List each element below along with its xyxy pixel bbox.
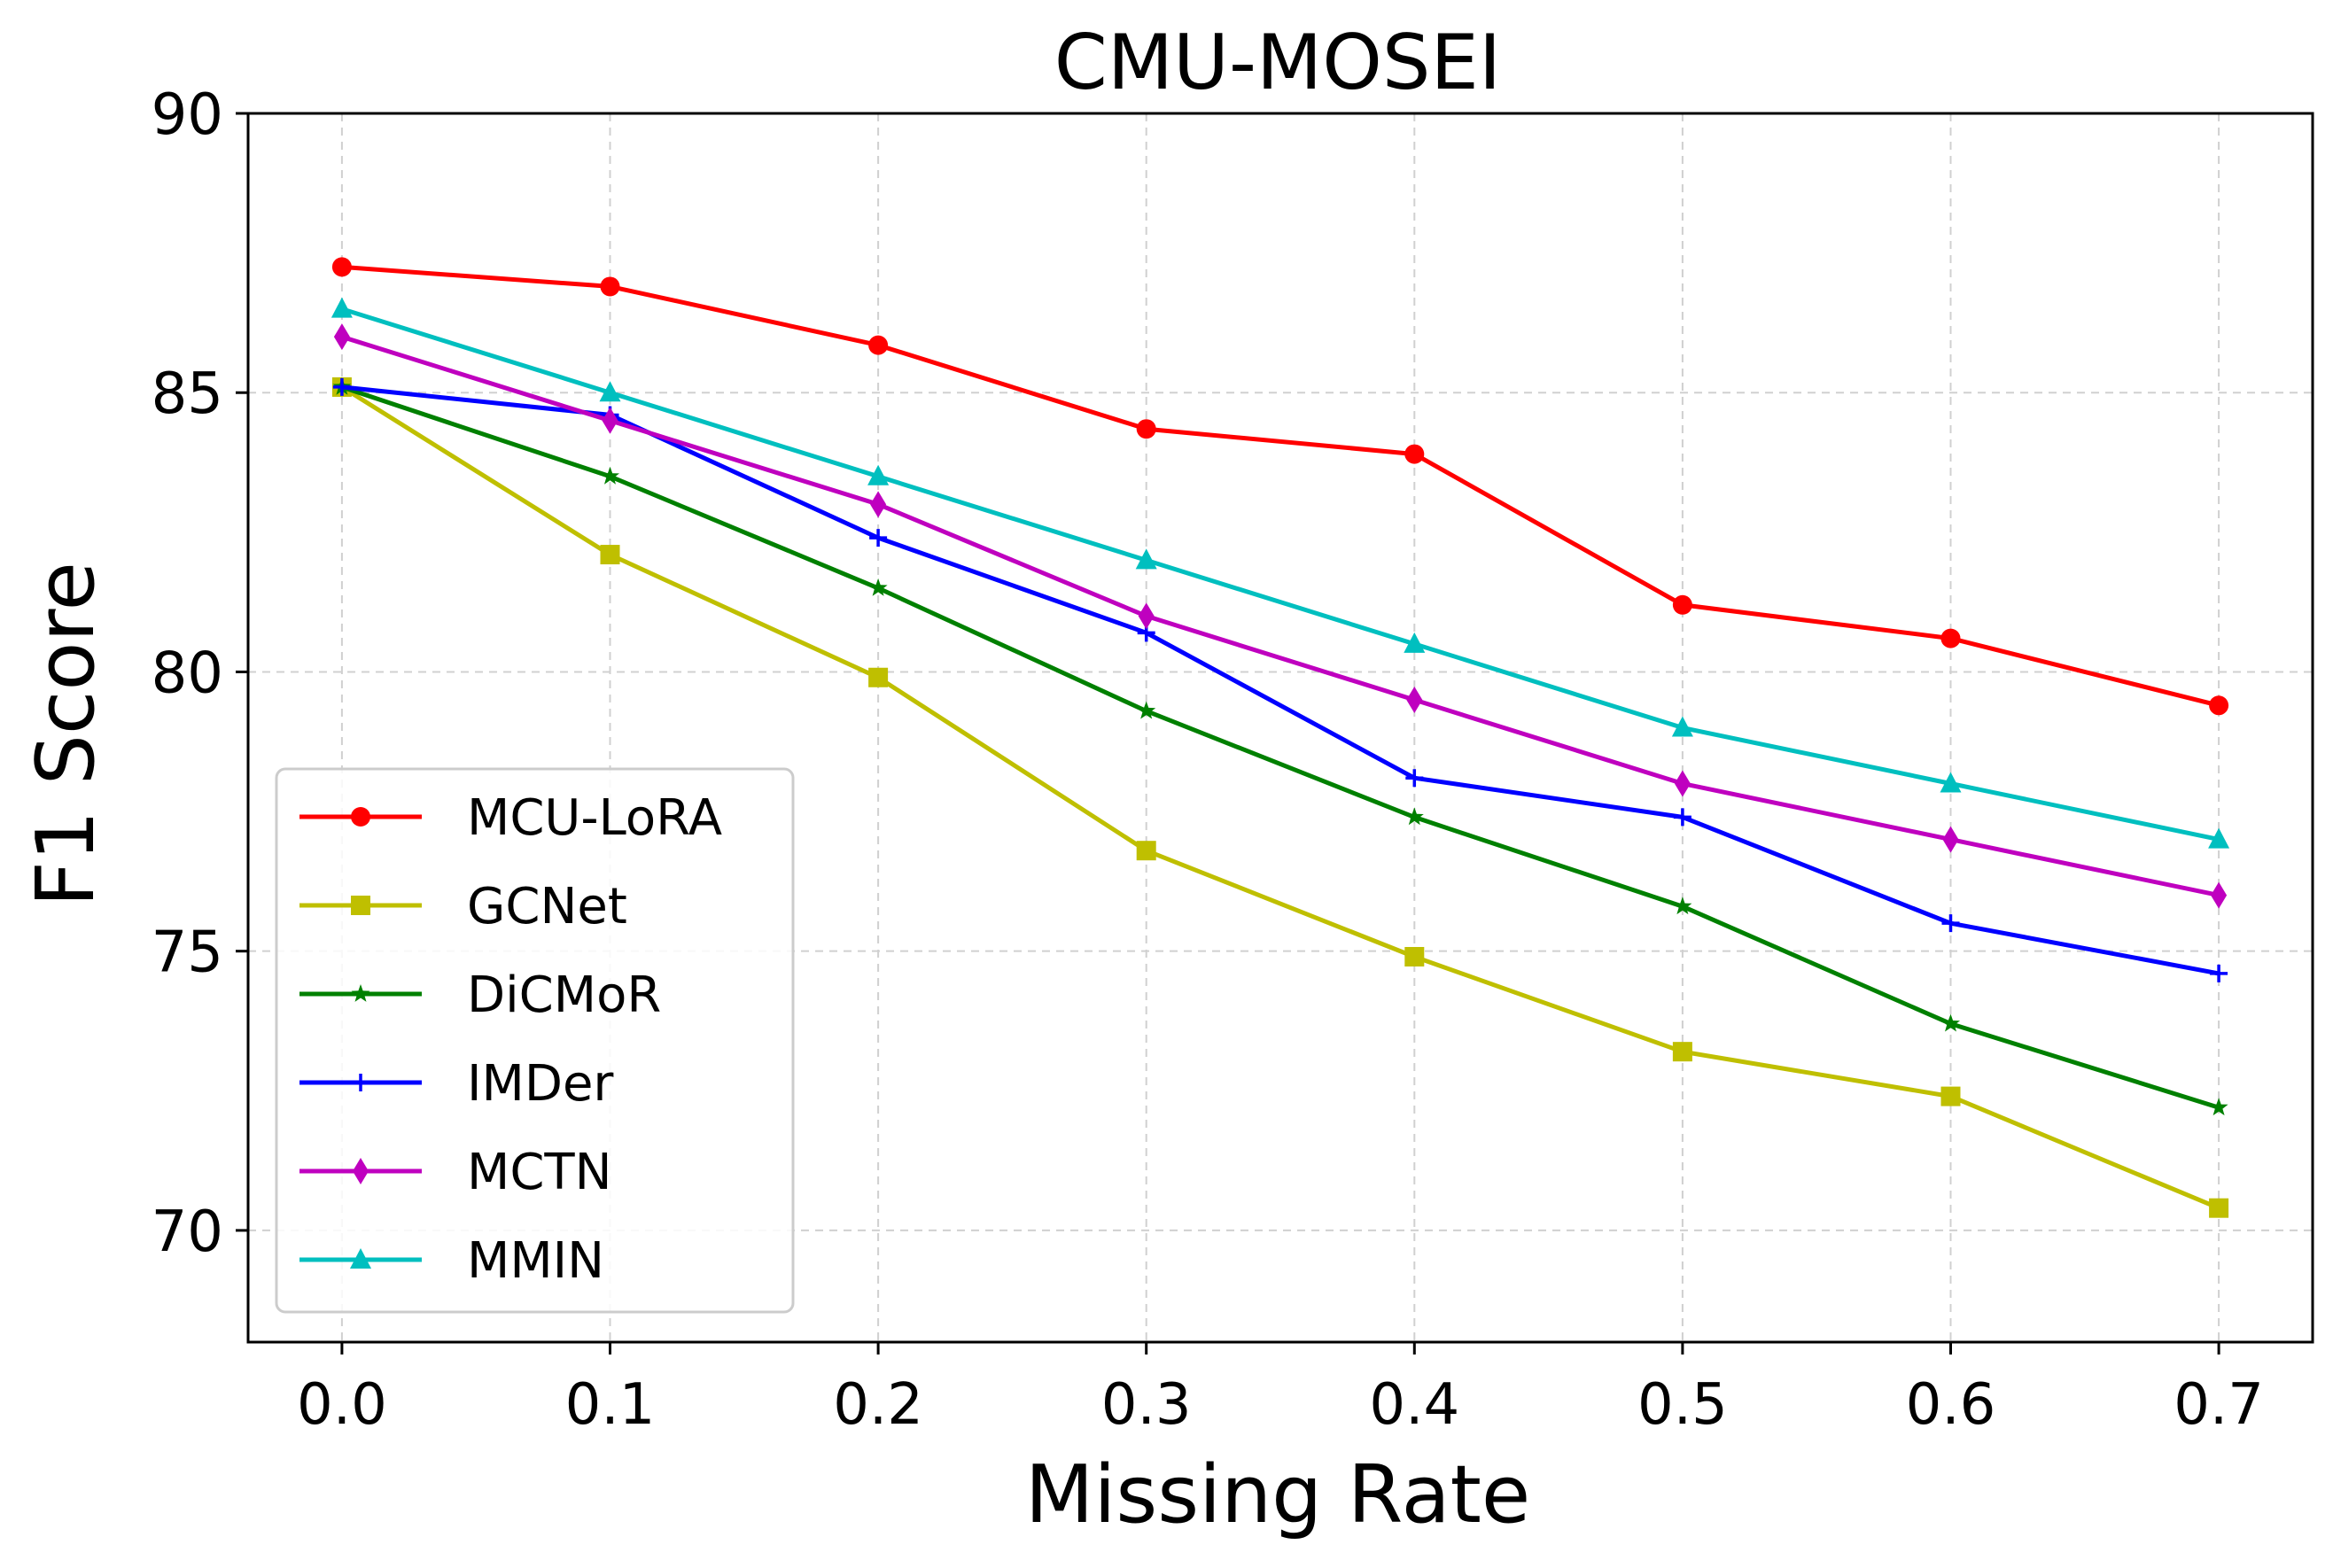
data-point-mctn: [870, 491, 887, 518]
data-point-gcnet: [1136, 841, 1156, 861]
data-point-mctn: [1942, 826, 1959, 853]
data-point-mcu-lora: [600, 276, 620, 297]
data-point-gcnet: [868, 667, 889, 687]
data-point-mmin: [331, 297, 353, 318]
legend-marker: [351, 984, 370, 1002]
data-point-mctn: [333, 323, 350, 351]
data-point-dicmor: [1137, 701, 1156, 719]
data-point-mcu-lora: [868, 335, 889, 355]
data-point-mmin: [1404, 632, 1426, 653]
data-point-mctn: [1138, 602, 1155, 630]
legend-item-mcu-lora: MCU-LoRA: [299, 789, 722, 847]
series-line-mcu-lora: [341, 264, 2220, 708]
data-point-imder: [1673, 808, 1691, 827]
data-point-mmin: [1940, 772, 1962, 793]
series-mmin: [331, 297, 2230, 849]
data-point-dicmor: [1673, 897, 1692, 915]
data-point-dicmor: [868, 578, 888, 596]
plot-area-frame: [246, 112, 2314, 1344]
legend-item-dicmor: DiCMoR: [299, 966, 661, 1024]
series-line-mmin: [341, 307, 2220, 842]
data-point-mmin: [1671, 716, 1693, 737]
series-line-dicmor: [341, 384, 2220, 1110]
x-tick-label: 0.4: [1369, 1372, 1459, 1438]
legend-marker: [351, 807, 370, 827]
data-point-gcnet: [1672, 1042, 1692, 1062]
y-tick-label: 85: [152, 361, 223, 427]
data-point-mcu-lora: [331, 257, 352, 277]
legend: MCU-LoRA GCNet DiCMoR IMDer MCTN MMIN: [275, 767, 795, 1314]
x-tick-label: 0.0: [297, 1372, 387, 1438]
y-tick-label: 90: [152, 82, 223, 148]
y-tick-label: 70: [152, 1199, 223, 1265]
x-axis-title: Missing Rate: [1025, 1448, 1531, 1541]
x-tick-label: 0.7: [2174, 1372, 2264, 1438]
data-point-dicmor: [2209, 1098, 2228, 1116]
data-point-dicmor: [1941, 1013, 1960, 1032]
legend-label: GCNet: [467, 878, 627, 935]
legend-marker: [353, 1158, 369, 1184]
series-dicmor: [332, 376, 2228, 1116]
series-mcu-lora: [331, 257, 2229, 716]
data-point-mmin: [599, 381, 621, 402]
series-mctn: [333, 323, 2228, 909]
data-point-mctn: [1674, 770, 1691, 797]
legend-label: MCTN: [467, 1144, 612, 1201]
x-tick-label: 0.5: [1637, 1372, 1728, 1438]
series-gcnet: [331, 376, 2229, 1218]
data-point-gcnet: [1940, 1086, 1961, 1106]
data-point-mcu-lora: [1672, 594, 1692, 615]
data-point-mcu-lora: [1136, 419, 1156, 439]
legend-item-mctn: MCTN: [299, 1144, 612, 1201]
legend-marker: [352, 1074, 369, 1091]
legend-marker: [351, 896, 370, 915]
data-point-imder: [1405, 769, 1424, 788]
legend-box: [275, 767, 795, 1314]
data-point-imder: [2210, 964, 2228, 982]
data-point-dicmor: [601, 466, 619, 485]
data-point-mcu-lora: [2209, 695, 2229, 716]
data-point-mmin: [867, 464, 890, 485]
legend-label: IMDer: [467, 1055, 614, 1113]
data-point-imder: [869, 529, 888, 547]
x-tick-label: 0.1: [565, 1372, 656, 1438]
data-point-gcnet: [1404, 946, 1425, 966]
x-tick-label: 0.2: [833, 1372, 923, 1438]
data-point-mmin: [1135, 548, 1157, 570]
legend-item-mmin: MMIN: [299, 1232, 604, 1290]
data-point-mctn: [2211, 881, 2228, 909]
legend-marker: [350, 1248, 371, 1269]
data-point-gcnet: [600, 545, 620, 565]
legend-label: DiCMoR: [467, 966, 661, 1024]
series-lines: [331, 257, 2230, 1218]
x-tick-label: 0.6: [1906, 1372, 1996, 1438]
chart-title: CMU-MOSEI: [1054, 19, 1501, 107]
axis-ticks: 0.0 0.1 0.2 0.3 0.4 0.5 0.6 0.7 70 75 80 85 90: [152, 82, 2264, 1438]
data-point-mcu-lora: [1940, 628, 1961, 648]
series-line-gcnet: [340, 384, 2220, 1211]
data-point-imder: [332, 377, 351, 396]
data-point-mcu-lora: [1404, 444, 1425, 464]
data-point-imder: [1941, 914, 1960, 933]
legend-label: MCU-LoRA: [467, 789, 722, 847]
data-point-mctn: [1406, 686, 1423, 713]
data-point-dicmor: [1404, 807, 1424, 826]
y-tick-label: 75: [152, 920, 223, 986]
legend-item-imder: IMDer: [299, 1055, 614, 1113]
data-point-mmin: [2208, 827, 2230, 849]
y-axis-title: F1 Score: [19, 562, 113, 907]
data-point-gcnet: [2209, 1198, 2229, 1218]
legend-label: MMIN: [467, 1232, 604, 1290]
series-line-mctn: [341, 334, 2220, 898]
legend-item-gcnet: GCNet: [299, 878, 627, 935]
y-tick-label: 80: [152, 640, 223, 706]
x-tick-label: 0.3: [1101, 1372, 1192, 1438]
data-point-mctn: [602, 407, 618, 434]
